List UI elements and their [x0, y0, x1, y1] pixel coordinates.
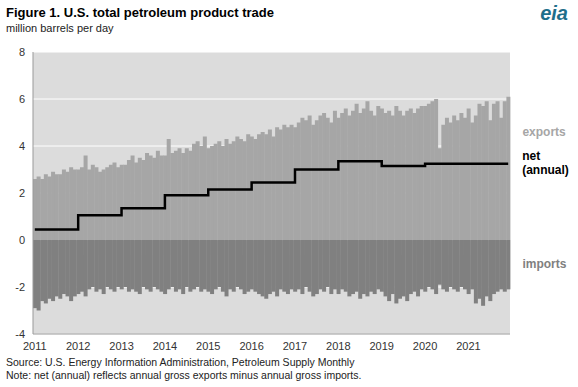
html-text:million barrels per day: million barrels per day — [6, 22, 114, 34]
svg-text:net(annual): net(annual) — [522, 149, 569, 177]
svg-text:exports: exports — [522, 125, 566, 139]
svg-text:-2: -2 — [15, 281, 25, 293]
html-text:Note: net (annual) reflects an: Note: net (annual) reflects annual gross… — [6, 369, 362, 381]
svg-text:2013: 2013 — [109, 340, 133, 352]
svg-text:2017: 2017 — [283, 340, 307, 352]
svg-text:2015: 2015 — [196, 340, 220, 352]
html-text:eia: eia — [540, 2, 568, 24]
svg-text:2020: 2020 — [413, 340, 437, 352]
svg-text:4: 4 — [19, 140, 25, 152]
svg-text:2014: 2014 — [153, 340, 177, 352]
svg-text:0: 0 — [19, 234, 25, 246]
svg-text:2: 2 — [19, 187, 25, 199]
svg-text:2016: 2016 — [239, 340, 263, 352]
svg-text:2012: 2012 — [66, 340, 90, 352]
svg-text:2011: 2011 — [23, 340, 47, 352]
svg-text:2019: 2019 — [369, 340, 393, 352]
svg-text:8: 8 — [19, 46, 25, 58]
svg-text:-4: -4 — [15, 328, 25, 340]
svg-text:6: 6 — [19, 93, 25, 105]
html-text:Figure 1. U.S. total petroleum: Figure 1. U.S. total petroleum product t… — [6, 5, 274, 20]
svg-text:2021: 2021 — [456, 340, 480, 352]
svg-text:imports: imports — [522, 257, 566, 271]
svg-text:2018: 2018 — [326, 340, 350, 352]
html-text:Source: U.S. Energy Informatio: Source: U.S. Energy Information Administ… — [6, 356, 355, 368]
